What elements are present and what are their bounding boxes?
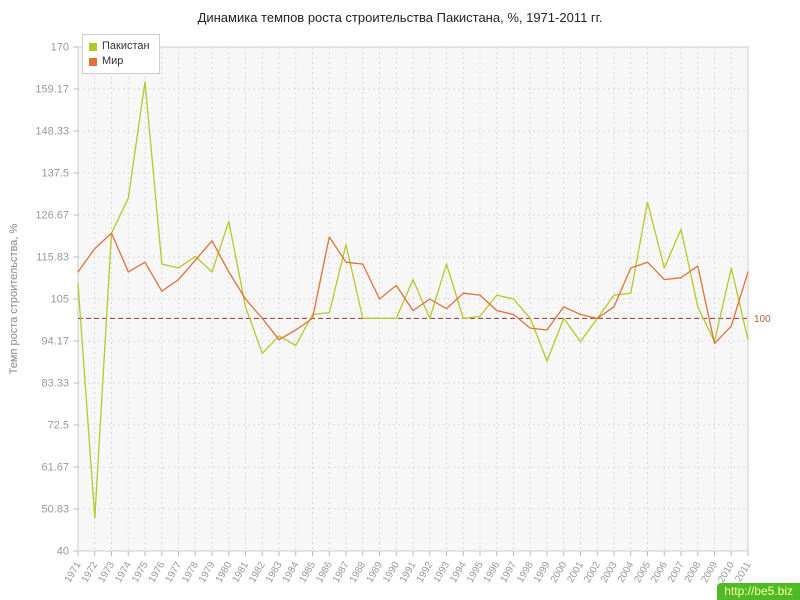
x-tick-label: 1986 bbox=[314, 560, 335, 585]
legend-item-mir[interactable]: Мир bbox=[89, 54, 150, 69]
x-tick-label: 1985 bbox=[297, 560, 318, 585]
x-tick-label: 1988 bbox=[348, 560, 369, 585]
x-tick-label: 1983 bbox=[264, 560, 285, 585]
x-tick-label: 2001 bbox=[565, 560, 586, 585]
y-tick-label: 115.83 bbox=[36, 252, 69, 264]
x-tick-label: 1993 bbox=[431, 560, 452, 585]
watermark-link[interactable]: http://be5.biz bbox=[717, 583, 800, 600]
x-tick-label: 1994 bbox=[448, 560, 469, 585]
x-tick-label: 2010 bbox=[716, 560, 737, 585]
x-tick-label: 1991 bbox=[398, 560, 419, 585]
legend-label-pakistan: Пакистан bbox=[102, 40, 150, 52]
x-tick-label: 1981 bbox=[230, 560, 251, 585]
x-tick-label: 2004 bbox=[616, 560, 637, 585]
reference-line-label: 100 bbox=[754, 314, 771, 325]
y-tick-label: 50.83 bbox=[41, 504, 69, 516]
y-tick-label: 105 bbox=[51, 294, 69, 306]
x-tick-label: 1984 bbox=[281, 560, 302, 585]
x-tick-label: 1999 bbox=[532, 560, 553, 585]
x-tick-label: 1977 bbox=[163, 560, 184, 585]
y-tick-label: 72.5 bbox=[48, 420, 69, 432]
legend-swatch-mir bbox=[89, 57, 97, 66]
x-tick-label: 1989 bbox=[364, 560, 385, 585]
x-tick-label: 1972 bbox=[80, 560, 101, 585]
y-tick-label: 61.67 bbox=[41, 461, 69, 473]
legend-label-mir: Мир bbox=[102, 55, 124, 67]
series-line-mir bbox=[77, 232, 749, 345]
x-tick-label: 1971 bbox=[63, 560, 84, 585]
series-line-pakistan bbox=[77, 81, 749, 519]
x-tick-label: 2000 bbox=[549, 560, 570, 585]
x-tick-label: 2007 bbox=[666, 560, 687, 585]
x-tick-label: 2011 bbox=[733, 560, 753, 585]
chart-title: Динамика темпов роста строительства Паки… bbox=[197, 10, 603, 25]
x-tick-label: 1997 bbox=[498, 560, 519, 585]
x-tick-label: 1998 bbox=[515, 560, 536, 585]
x-tick-label: 2003 bbox=[599, 560, 620, 585]
y-tick-label: 83.33 bbox=[41, 378, 69, 390]
y-tick-label: 94.17 bbox=[41, 335, 69, 347]
y-tick-label: 159.17 bbox=[35, 83, 69, 95]
x-tick-label: 1974 bbox=[113, 560, 134, 585]
x-tick-label: 2006 bbox=[649, 560, 670, 585]
x-tick-label: 1975 bbox=[130, 560, 151, 585]
x-tick-label: 1992 bbox=[415, 560, 436, 585]
y-tick-label: 126.67 bbox=[35, 209, 69, 221]
x-tick-label: 1990 bbox=[381, 560, 402, 585]
y-tick-label: 137.5 bbox=[41, 168, 69, 180]
x-tick-label: 1978 bbox=[180, 560, 201, 585]
legend: Пакистан Мир bbox=[82, 34, 160, 74]
y-tick-label: 170 bbox=[51, 42, 69, 54]
x-tick-label: 1980 bbox=[214, 560, 235, 585]
x-tick-label: 1995 bbox=[465, 560, 486, 585]
y-tick-label: 148.33 bbox=[35, 126, 69, 138]
x-tick-label: 1996 bbox=[482, 560, 503, 585]
y-tick-label: 40 bbox=[57, 546, 69, 558]
x-tick-label: 2002 bbox=[582, 560, 603, 585]
x-tick-label: 1979 bbox=[197, 560, 218, 585]
legend-swatch-pakistan bbox=[89, 42, 97, 51]
x-tick-label: 1973 bbox=[96, 560, 117, 585]
x-tick-label: 1976 bbox=[147, 560, 168, 585]
x-tick-label: 2005 bbox=[632, 560, 653, 585]
plot-border bbox=[77, 46, 749, 552]
legend-item-pakistan[interactable]: Пакистан bbox=[89, 39, 150, 54]
x-tick-label: 1982 bbox=[247, 560, 268, 585]
x-tick-label: 1987 bbox=[331, 560, 352, 585]
x-tick-label: 2009 bbox=[699, 560, 720, 585]
x-tick-label: 2008 bbox=[683, 560, 704, 585]
